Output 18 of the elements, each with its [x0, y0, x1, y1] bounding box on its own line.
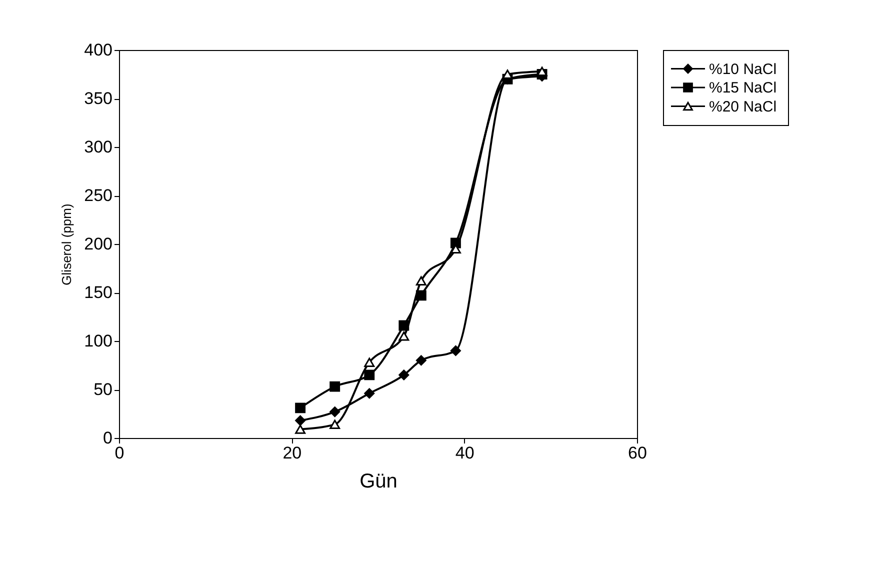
y-tick-label: 50	[94, 380, 112, 399]
y-tick-label: 300	[84, 138, 112, 156]
x-tick-label: 40	[455, 444, 474, 462]
y-tick-label: 200	[84, 234, 112, 254]
y-tick-label: 150	[84, 283, 112, 302]
y-axis-title: Gliserol (ppm)	[59, 204, 74, 286]
x-axis-title: Gün	[360, 470, 398, 492]
y-tick-label: 0	[103, 428, 112, 448]
x-tick-label: 20	[282, 444, 302, 462]
x-tick-label: 0	[114, 444, 124, 462]
y-tick-label: 250	[84, 186, 112, 205]
y-tick-label: 100	[84, 332, 112, 350]
x-tick-label: 60	[628, 444, 647, 462]
y-tick-label: 400	[84, 40, 112, 60]
legend-label: %20 NaCl	[709, 98, 777, 116]
legend-label: %10 NaCl	[709, 60, 777, 78]
y-tick-label: 350	[84, 89, 112, 108]
legend-label: %15 NaCl	[709, 80, 777, 96]
